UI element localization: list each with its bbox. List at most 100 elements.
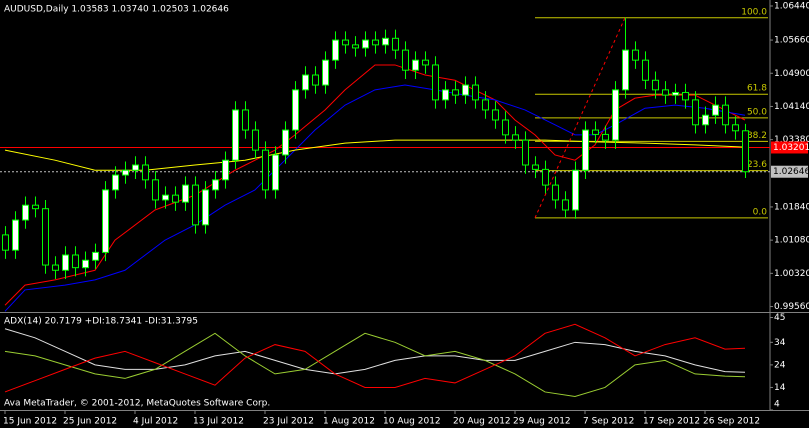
candle-body <box>452 89 459 96</box>
candle-body <box>362 39 369 49</box>
x-tick-label: 25 Jun 2012 <box>63 417 117 427</box>
candle-body <box>142 164 149 181</box>
candle-body <box>512 134 519 141</box>
candle-body <box>52 264 59 271</box>
fib-label: 38.2 <box>747 131 767 141</box>
candle-body <box>622 49 629 91</box>
candle-body <box>32 204 39 210</box>
x-tick-label: 29 Aug 2012 <box>513 417 571 427</box>
y-tick-label: 1.04900 <box>774 69 809 79</box>
candle-body <box>642 59 649 81</box>
indicator-title: ADX(14) 20.7179 +DI:18.7341 -DI:31.3795 <box>4 317 198 327</box>
candle-body <box>252 129 259 151</box>
candle-body <box>232 109 239 161</box>
y-tick-label: 45 <box>774 313 785 323</box>
price-box-label: 1.03201 <box>773 143 809 153</box>
x-tick-label: 20 Aug 2012 <box>453 417 511 427</box>
candle-body <box>482 99 489 111</box>
fib-label: 100.0 <box>741 7 767 17</box>
candle-body <box>112 174 119 191</box>
candle-body <box>302 74 309 91</box>
candle-body <box>212 179 219 191</box>
candle-body <box>202 189 209 226</box>
indicator-line <box>4 323 746 393</box>
candle-body <box>442 89 449 101</box>
candle-body <box>382 37 389 46</box>
candle-body <box>42 208 49 266</box>
candle-body <box>422 59 429 66</box>
candle-body <box>372 39 379 46</box>
y-tick-label: 1.00320 <box>774 269 809 279</box>
candle-body <box>612 89 619 141</box>
candle-body <box>72 254 79 269</box>
indicator-line <box>4 328 746 375</box>
x-tick-label: 13 Jul 2012 <box>193 417 244 427</box>
candle-body <box>412 59 419 71</box>
candle-body <box>632 49 639 61</box>
y-tick-label: 1.05660 <box>774 36 809 46</box>
candle-body <box>62 254 69 271</box>
x-tick-label: 23 Jul 2012 <box>263 417 314 427</box>
y-tick-label: 1.03380 <box>774 135 809 145</box>
candle-body <box>702 114 709 126</box>
candle-body <box>192 184 199 226</box>
candle-body <box>22 204 29 221</box>
candle-body <box>82 259 89 269</box>
candle-body <box>432 64 439 101</box>
y-tick-label: 1.01080 <box>774 236 809 246</box>
candle-body <box>402 49 409 71</box>
y-tick-label: 24 <box>774 360 786 370</box>
candle-body <box>522 139 529 166</box>
chart-title: AUDUSD,Daily 1.03583 1.03740 1.02503 1.0… <box>4 5 229 15</box>
x-tick-label: 15 Jun 2012 <box>3 417 57 427</box>
candle-body <box>462 84 469 96</box>
y-tick-label: 1.01840 <box>774 202 809 212</box>
candle-body <box>322 59 329 86</box>
candle-body <box>582 129 589 171</box>
candle-body <box>312 74 319 86</box>
candle-body <box>572 169 579 211</box>
x-tick-label: 7 Sep 2012 <box>583 417 634 427</box>
candle-body <box>592 129 599 135</box>
candle-body <box>162 194 169 201</box>
candle-body <box>152 179 159 201</box>
indicator-line <box>4 332 746 397</box>
candle-body <box>2 234 9 251</box>
x-tick-label: 1 Aug 2012 <box>323 417 375 427</box>
candle-body <box>332 39 339 61</box>
candle-body <box>342 39 349 46</box>
price-box-label: 1.02646 <box>773 167 809 177</box>
candle-body <box>242 109 249 131</box>
candle-body <box>602 133 609 141</box>
candle-body <box>472 84 479 101</box>
price-box <box>771 165 808 178</box>
candle-body <box>652 79 659 91</box>
y-tick-label: 1.06440 <box>774 1 809 11</box>
candle-body <box>352 44 359 49</box>
candle-body <box>692 99 699 126</box>
x-tick-label: 10 Aug 2012 <box>383 417 441 427</box>
candle-body <box>182 184 189 203</box>
y-tick-label: 0.99560 <box>774 302 809 312</box>
fib-label: 50.0 <box>747 107 767 117</box>
candle-body <box>542 168 549 186</box>
moving-average <box>4 84 746 312</box>
candle-body <box>662 89 669 96</box>
candle-body <box>12 219 19 251</box>
candle-body <box>262 149 269 191</box>
candle-body <box>172 194 179 203</box>
candle-body <box>712 104 719 116</box>
candle-body <box>272 154 279 191</box>
fib-label: 0.0 <box>753 207 768 217</box>
y-tick-label: 34 <box>774 338 786 348</box>
candle-body <box>92 251 99 261</box>
candle-body <box>102 189 109 253</box>
candle-body <box>282 129 289 156</box>
y-tick-label: 4 <box>774 400 780 410</box>
y-tick-label: 1.04140 <box>774 102 809 112</box>
candle-body <box>722 104 729 126</box>
candle-body <box>392 37 399 51</box>
trendline <box>534 17 626 219</box>
candle-body <box>562 199 569 211</box>
